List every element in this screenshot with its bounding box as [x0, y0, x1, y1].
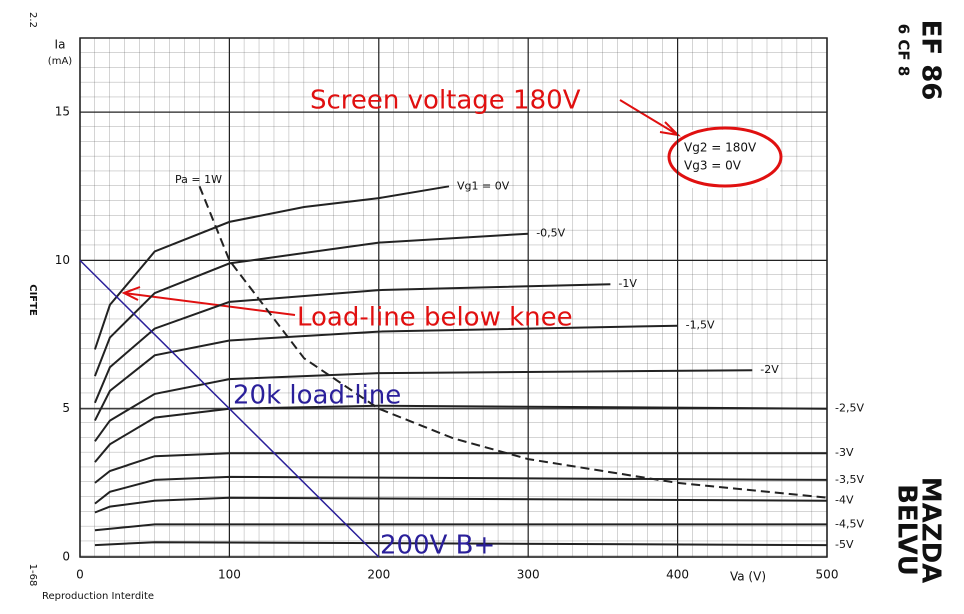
condition: Vg2 = 180V — [684, 141, 757, 155]
brand: MAZDA — [916, 477, 946, 584]
plot-area — [79, 37, 828, 558]
curve — [94, 541, 828, 547]
curve — [93, 283, 611, 404]
x-tick-label: 400 — [666, 568, 689, 582]
annotation: 200V B+ — [380, 531, 495, 561]
load-line — [79, 259, 380, 558]
y-axis-unit: (mA) — [48, 56, 72, 67]
series-label: -4V — [835, 494, 854, 507]
y-tick-label: 5 — [62, 401, 70, 415]
series-label: -3,5V — [835, 473, 864, 486]
x-tick-label: 300 — [517, 568, 540, 582]
series-label: -1V — [618, 277, 637, 290]
curve — [94, 404, 828, 463]
curve — [94, 496, 828, 514]
side-label: CIFTE — [27, 284, 38, 316]
curve — [94, 324, 678, 422]
curve — [93, 185, 450, 350]
series-label: Pa = 1W — [175, 173, 222, 186]
curve — [94, 523, 827, 532]
series-label: 20k load-line — [233, 381, 401, 411]
tube-name: EF 86 — [916, 20, 946, 101]
corner-label: 2.2 — [27, 12, 38, 28]
series-label: -0,5V — [536, 227, 565, 240]
y-tick-label: 0 — [62, 550, 70, 564]
annotation: Screen voltage 180V — [310, 86, 581, 116]
condition: Vg3 = 0V — [684, 159, 742, 173]
curve — [94, 475, 828, 505]
corner-label: 1-68 — [27, 564, 38, 587]
x-axis-label: Va (V) — [730, 570, 766, 584]
x-tick-label: 500 — [816, 568, 839, 582]
series-label: -4,5V — [835, 517, 864, 530]
y-axis-label: Ia — [55, 38, 66, 52]
brand: BELVU — [892, 484, 922, 576]
curve — [94, 452, 827, 484]
x-tick-label: 0 — [76, 568, 84, 582]
curve — [93, 232, 529, 377]
series-label: -2,5V — [835, 402, 864, 415]
annotation: Load-line below knee — [297, 303, 573, 333]
series-label: -2V — [760, 363, 779, 376]
series-label: -5V — [835, 538, 854, 551]
tube-alt: 6 CF 8 — [895, 24, 913, 77]
x-tick-label: 200 — [367, 568, 390, 582]
x-tick-label: 100 — [218, 568, 241, 582]
curve — [94, 369, 753, 442]
highlight-ellipse — [667, 126, 783, 188]
series-label: -3V — [835, 446, 854, 459]
series-label: Vg1 = 0V — [457, 179, 510, 192]
curve — [198, 185, 828, 499]
y-tick-label: 15 — [55, 105, 70, 119]
y-tick-label: 10 — [55, 253, 70, 267]
series-label: -1,5V — [686, 319, 715, 332]
footer: Reproduction Interdite — [42, 591, 154, 602]
